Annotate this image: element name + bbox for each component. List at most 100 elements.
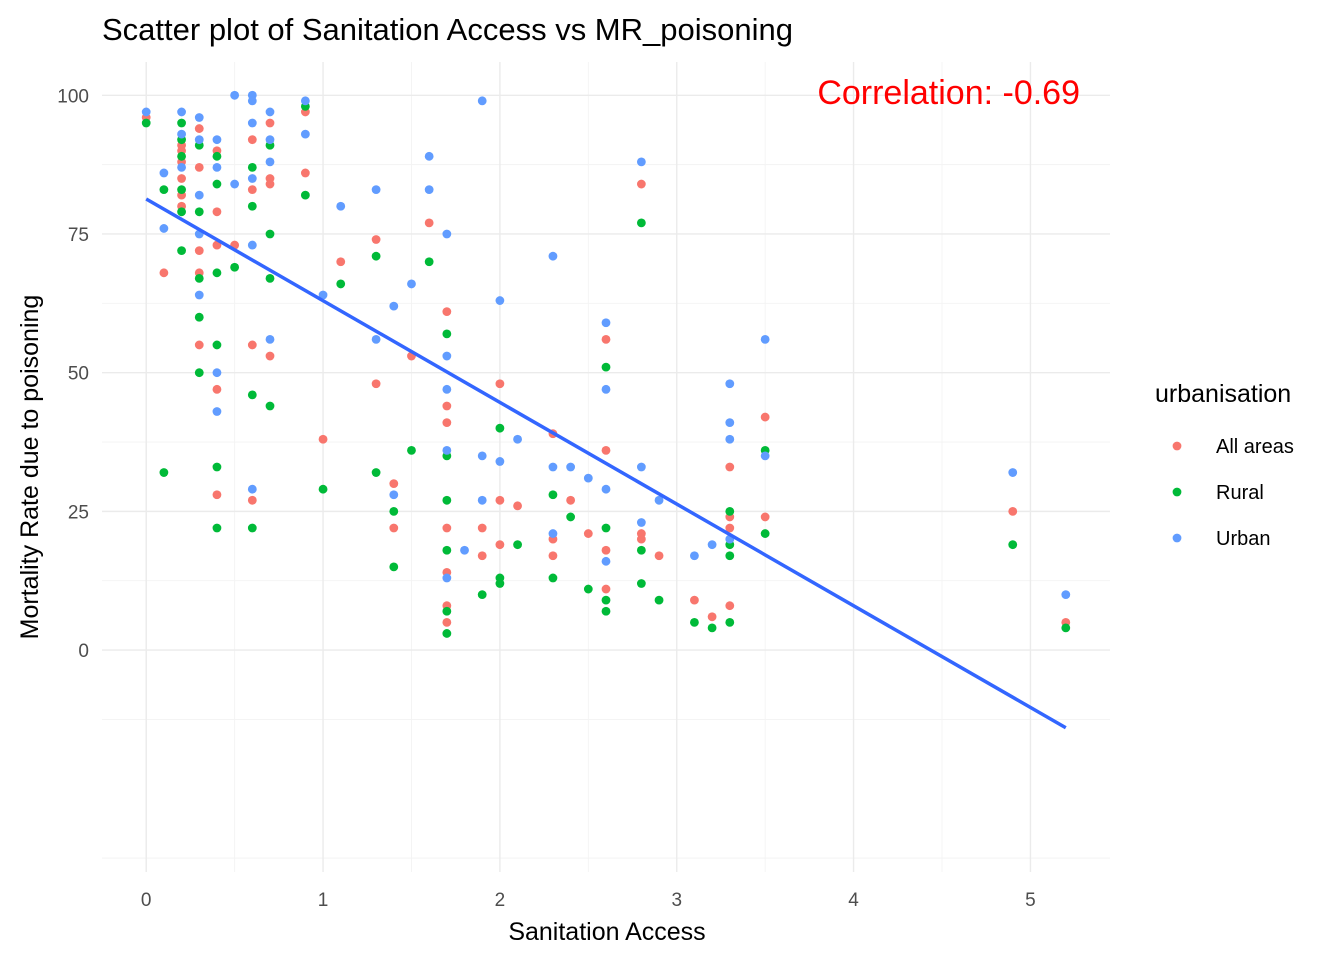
- point-rural: [548, 490, 558, 500]
- point-all-areas: [760, 412, 770, 422]
- point-urban: [1008, 468, 1018, 477]
- point-urban: [212, 163, 222, 172]
- point-rural: [601, 362, 611, 372]
- point-urban: [442, 573, 452, 583]
- point-all-areas: [389, 523, 399, 533]
- point-urban: [265, 135, 275, 145]
- point-urban: [654, 495, 664, 505]
- grid-major: [102, 62, 1110, 872]
- point-rural: [177, 118, 186, 128]
- point-rural: [247, 390, 257, 400]
- point-urban: [265, 107, 275, 117]
- point-rural: [194, 207, 204, 217]
- point-all-areas: [177, 174, 186, 183]
- point-all-areas: [725, 462, 735, 472]
- legend: urbanisation All areas Rural Urban: [1155, 380, 1294, 550]
- point-all-areas: [212, 490, 222, 500]
- point-rural: [583, 584, 593, 594]
- point-urban: [177, 129, 186, 139]
- point-urban: [548, 462, 558, 472]
- point-rural: [389, 562, 399, 572]
- point-rural: [725, 506, 735, 516]
- point-rural: [442, 606, 452, 616]
- point-all-areas: [371, 235, 381, 244]
- grid-minor: [102, 62, 1110, 872]
- point-urban: [760, 334, 770, 344]
- scatter-points: [141, 90, 1071, 638]
- point-urban: [707, 540, 717, 550]
- point-all-areas: [495, 379, 505, 389]
- point-all-areas: [212, 384, 222, 394]
- point-rural: [177, 151, 186, 161]
- y-tick-labels: 0 25 50 75 100: [57, 86, 89, 662]
- point-urban: [442, 445, 452, 455]
- point-rural: [442, 545, 452, 555]
- point-urban: [548, 529, 558, 538]
- point-rural: [725, 551, 735, 561]
- x-tick-label: 3: [671, 890, 682, 911]
- point-rural: [212, 151, 222, 161]
- point-urban: [601, 484, 611, 494]
- point-rural: [477, 590, 487, 600]
- point-urban: [336, 201, 346, 211]
- point-all-areas: [707, 612, 717, 622]
- point-urban: [636, 157, 646, 167]
- x-tick-labels: 0 1 2 3 4 5: [141, 890, 1036, 911]
- point-rural: [636, 218, 646, 228]
- point-urban: [636, 518, 646, 527]
- point-all-areas: [159, 268, 169, 278]
- point-urban: [583, 473, 593, 483]
- point-urban: [495, 457, 505, 466]
- point-all-areas: [654, 551, 664, 561]
- point-all-areas: [477, 523, 487, 533]
- point-all-areas: [442, 617, 452, 627]
- point-urban: [513, 434, 522, 444]
- x-tick-label: 0: [141, 890, 152, 911]
- point-urban: [194, 190, 204, 200]
- point-all-areas: [265, 179, 275, 189]
- point-urban: [690, 551, 699, 561]
- point-urban: [159, 168, 169, 178]
- point-urban: [424, 185, 434, 195]
- point-all-areas: [371, 379, 381, 389]
- point-urban: [1061, 590, 1071, 600]
- point-rural: [707, 623, 717, 633]
- point-all-areas: [601, 334, 611, 344]
- point-urban: [247, 174, 257, 183]
- y-tick-label: 0: [78, 641, 89, 662]
- point-urban: [159, 224, 169, 233]
- point-urban: [371, 185, 381, 195]
- point-urban: [247, 240, 257, 250]
- point-urban: [265, 157, 275, 167]
- point-rural: [141, 118, 151, 128]
- point-rural: [566, 512, 576, 522]
- point-rural: [194, 312, 204, 322]
- point-urban: [442, 351, 452, 361]
- point-urban: [407, 279, 416, 289]
- point-all-areas: [760, 512, 770, 522]
- point-all-areas: [725, 601, 735, 611]
- point-rural: [424, 257, 434, 267]
- point-urban: [760, 451, 770, 461]
- point-urban: [601, 318, 611, 328]
- point-rural: [300, 190, 310, 200]
- point-urban: [212, 135, 222, 145]
- point-rural: [265, 229, 275, 239]
- point-all-areas: [442, 418, 452, 428]
- legend-label: All areas: [1216, 436, 1294, 458]
- point-urban: [177, 107, 186, 117]
- legend-label: Rural: [1216, 482, 1264, 504]
- legend-key: [1172, 533, 1182, 543]
- point-all-areas: [601, 545, 611, 555]
- point-urban: [230, 179, 240, 189]
- point-rural: [247, 201, 257, 211]
- point-all-areas: [725, 523, 735, 533]
- y-axis-label: Mortality Rate due to poisoning: [16, 295, 44, 640]
- point-urban: [725, 434, 735, 444]
- point-rural: [247, 523, 257, 533]
- point-all-areas: [247, 135, 257, 145]
- point-urban: [548, 251, 558, 261]
- point-all-areas: [601, 584, 611, 594]
- point-urban: [230, 90, 240, 100]
